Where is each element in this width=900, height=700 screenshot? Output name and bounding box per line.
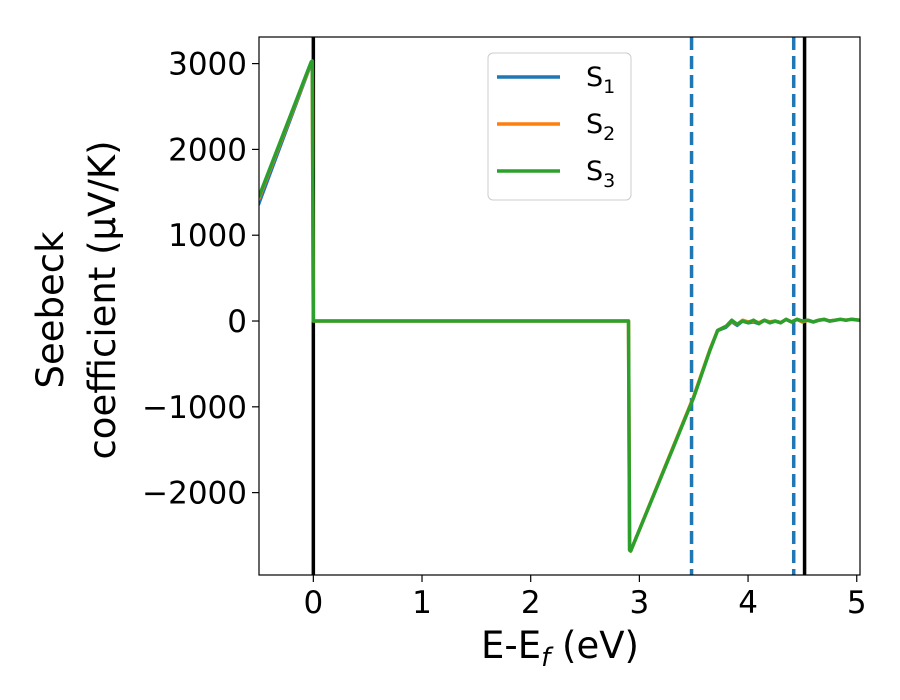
y-tick-label: −1000	[142, 390, 247, 426]
legend-label-s2: S2	[586, 109, 615, 145]
series-lines	[259, 59, 860, 553]
y-tick-label: −2000	[142, 476, 247, 512]
x-tick-label: 2	[521, 585, 541, 621]
x-tick-label: 1	[412, 585, 432, 621]
x-axis-label-main: E-E	[481, 624, 541, 667]
y-axis-ticks: −2000 −1000 0 1000 2000 3000	[142, 47, 259, 512]
x-tick-label: 0	[303, 585, 323, 621]
series-line-s3	[259, 59, 860, 553]
y-axis-label-line2: coefficient (μV/K)	[81, 140, 124, 459]
y-axis-label: Seebeck coefficient (μV/K)	[29, 140, 124, 459]
x-axis-ticks: 0 1 2 3 4 5	[303, 575, 867, 621]
legend-label-s1: S1	[586, 62, 615, 98]
y-tick-label: 1000	[168, 218, 247, 254]
x-tick-label: 3	[630, 585, 650, 621]
legend-label-s3: S3	[586, 156, 615, 192]
x-axis-label: E-Ef (eV)	[481, 624, 639, 673]
y-tick-label: 0	[227, 304, 247, 340]
y-tick-label: 2000	[168, 132, 247, 168]
x-tick-label: 5	[847, 585, 867, 621]
legend: S1 S2 S3	[487, 52, 632, 201]
y-tick-label: 3000	[168, 47, 247, 83]
x-tick-label: 4	[738, 585, 758, 621]
plot-frame	[258, 36, 861, 576]
x-axis-label-unit: (eV)	[550, 624, 639, 667]
y-axis-label-line1: Seebeck	[29, 231, 72, 389]
legend-box	[487, 52, 632, 201]
